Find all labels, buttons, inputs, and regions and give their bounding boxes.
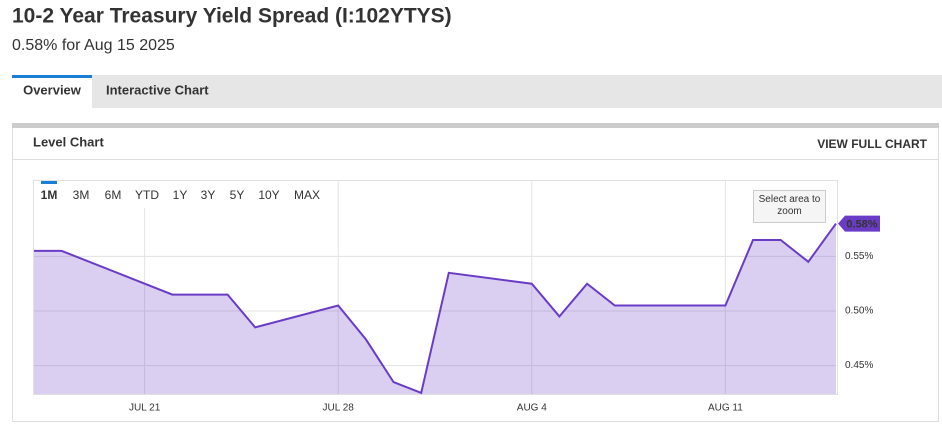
x-tick-label: AUG 4: [517, 403, 547, 414]
last-value-tag: [838, 215, 880, 232]
y-tick-label: 0.55%: [845, 251, 873, 262]
series-line: [34, 223, 837, 395]
x-tick-label: AUG 11: [708, 403, 743, 414]
range-bar: [34, 181, 336, 208]
card-title: Level Chart: [33, 134, 104, 149]
zoom-hint-wrap: Select area to zoom: [758, 194, 821, 217]
range-button[interactable]: MAX: [294, 188, 320, 202]
zoom-hint-box: [753, 190, 826, 223]
plot: [34, 181, 837, 395]
y-tick-label: 0.45%: [845, 360, 873, 371]
tab[interactable]: Interactive Chart: [106, 82, 209, 97]
range-buttons: 1M 3M 6M YTD 1Y 3Y 5Y 10Y MAX: [41, 181, 320, 202]
range-button[interactable]: 6M: [105, 188, 122, 202]
tab-indicator: [12, 75, 92, 78]
tab-active-bg: [12, 75, 92, 108]
x-tick-label: JUL 28: [323, 403, 355, 414]
range-button[interactable]: 3Y: [201, 188, 216, 202]
zoom-hint: Select area to zoom: [758, 194, 821, 217]
range-active-bar: [41, 181, 57, 184]
range-button[interactable]: 10Y: [258, 188, 279, 202]
tab-bar: [12, 75, 942, 108]
y-tick-label: 0.50%: [845, 306, 873, 317]
page-subtitle: 0.58% for Aug 15 2025: [12, 37, 175, 54]
last-value-label: 0.58%: [846, 219, 877, 231]
tab[interactable]: Overview: [23, 82, 82, 97]
x-tick-label: JUL 21: [129, 403, 161, 414]
view-full-chart[interactable]: VIEW FULL CHART: [817, 137, 927, 151]
page-title: 10-2 Year Treasury Yield Spread (I:102YT…: [12, 5, 452, 28]
range-button[interactable]: 1Y: [173, 188, 188, 202]
card: [12, 126, 939, 422]
area-fill: [34, 223, 836, 394]
range-button[interactable]: 1M: [41, 188, 58, 202]
range-button[interactable]: 5Y: [230, 188, 245, 202]
range-button[interactable]: YTD: [135, 188, 159, 202]
range-button[interactable]: 3M: [73, 188, 90, 202]
plot-frame: [33, 180, 838, 395]
card-top-border: [12, 123, 939, 128]
